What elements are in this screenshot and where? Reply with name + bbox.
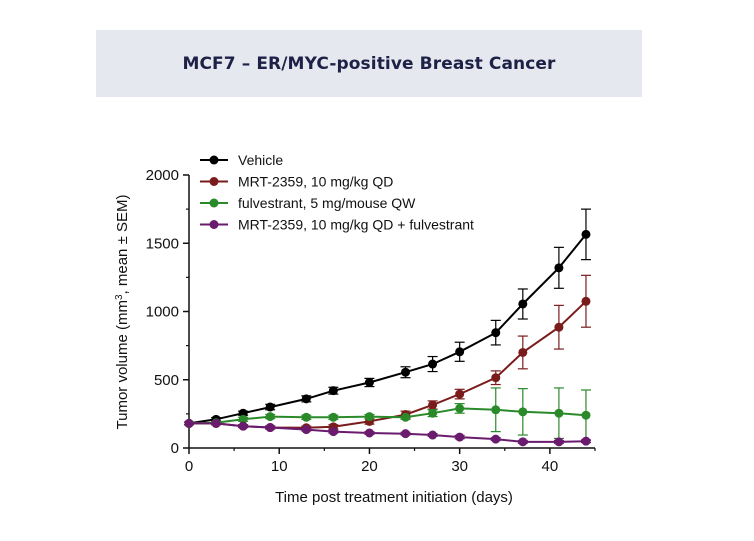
data-point (401, 429, 411, 439)
y-axis-label-superscript: 3 (114, 294, 125, 300)
x-tick-label: 20 (361, 458, 378, 475)
y-axis-label: Tumor volume (mm3, mean ± SEM) (114, 195, 132, 430)
data-point (364, 428, 374, 438)
legend: Vehicle MRT-2359, 10 mg/kg QD fulvestrant,… (200, 152, 474, 233)
legend-marker (209, 220, 219, 229)
legend-entry: Vehicle (238, 152, 283, 168)
data-point (554, 437, 564, 447)
legend-entry: fulvestrant, 5 mg/mouse QW (238, 195, 416, 211)
legend-marker (209, 198, 219, 208)
data-point (518, 437, 528, 447)
data-point (554, 263, 564, 273)
data-point (265, 423, 275, 433)
data-point (491, 328, 501, 338)
data-point (211, 418, 221, 428)
data-point (554, 408, 564, 418)
data-point (518, 407, 528, 417)
data-point (554, 322, 564, 332)
x-tick-label: 30 (451, 458, 468, 475)
data-point (491, 405, 501, 415)
data-point (455, 347, 465, 357)
data-point (265, 412, 275, 422)
legend-marker (209, 155, 219, 165)
data-point (265, 402, 275, 412)
data-point (518, 347, 528, 357)
legend-entry: MRT-2359, 10 mg/kg QD + fulvestrant (238, 217, 474, 233)
data-point (428, 359, 438, 369)
series-line-3 (189, 422, 587, 443)
x-tick-label: 10 (271, 458, 288, 475)
data-point (581, 296, 591, 306)
x-axis-label: Time post treatment initiation (days) (275, 489, 513, 506)
data-point (301, 412, 311, 422)
data-point (455, 403, 465, 413)
error-bars (184, 208, 591, 444)
legend-entry: MRT-2359, 10 mg/kg QD (238, 174, 393, 190)
data-point (581, 229, 591, 239)
y-axis-label-main: Tumor volume (mm (114, 300, 131, 429)
data-point (328, 412, 338, 422)
y-tick-label: 2000 (146, 167, 179, 184)
series-points (184, 229, 591, 447)
data-point (401, 412, 411, 422)
y-tick-label: 1000 (146, 304, 179, 321)
data-point (301, 394, 311, 404)
data-point (581, 436, 591, 446)
data-point (428, 430, 438, 440)
data-point (455, 389, 465, 399)
data-point (518, 299, 528, 309)
data-point (328, 427, 338, 437)
data-point (328, 386, 338, 396)
data-point (364, 412, 374, 422)
series-line-0 (188, 233, 587, 425)
data-point (491, 434, 501, 444)
data-point (401, 367, 411, 377)
y-tick-label: 500 (154, 372, 179, 389)
data-point (491, 373, 501, 383)
title-banner: MCF7 – ER/MYC-positive Breast Cancer (96, 30, 642, 97)
y-axis-label-rest: , mean ± SEM) (114, 195, 131, 295)
data-point (301, 425, 311, 435)
data-point (428, 408, 438, 418)
data-point (581, 410, 591, 420)
chart-title: MCF7 – ER/MYC-positive Breast Cancer (182, 53, 556, 74)
data-point (428, 400, 438, 410)
data-point (455, 432, 465, 442)
series-line-2 (188, 407, 587, 425)
data-point (238, 414, 248, 424)
data-point (184, 418, 194, 428)
data-point (364, 377, 374, 387)
legend-marker (209, 177, 219, 186)
x-tick-label: 40 (542, 458, 559, 475)
y-tick-label: 0 (171, 440, 179, 457)
y-tick-label: 1500 (146, 235, 179, 252)
axes: 0 500 1000 1500 2000 0 10 20 30 40 (146, 167, 596, 475)
series-line-1 (189, 300, 587, 429)
x-tick-label: 0 (185, 458, 193, 475)
data-point (238, 421, 248, 431)
